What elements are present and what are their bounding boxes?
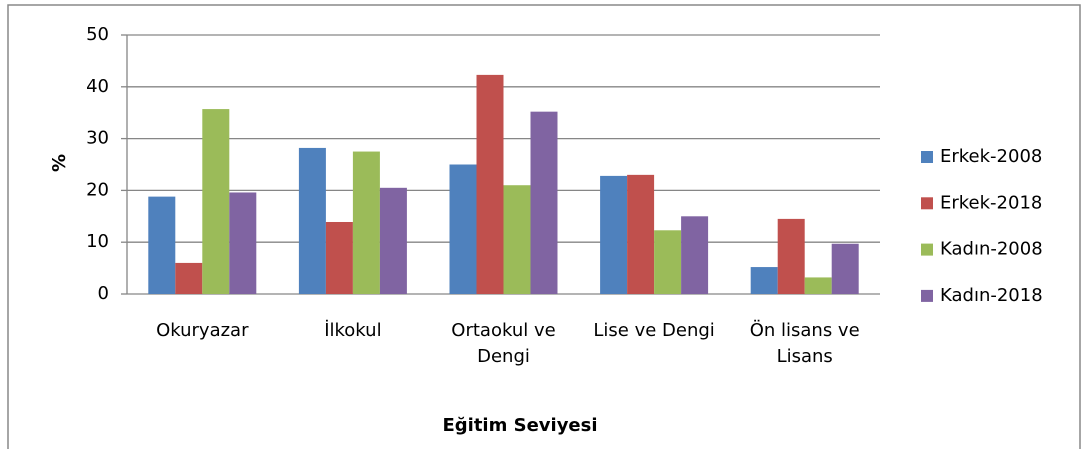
y-tick-label: 40 [86,76,109,97]
bar [202,109,230,294]
bar [229,192,257,294]
y-axis-title: % [49,154,70,172]
legend-label: Erkek-2018 [940,192,1042,213]
legend-label: Kadın-2018 [940,285,1043,306]
x-tick-label: Ön lisans ve Lisans [749,320,860,367]
bar [831,243,859,294]
legend-swatch [921,197,933,210]
bar [600,175,628,294]
bar [352,151,380,294]
y-tick-label: 20 [86,179,109,200]
bar [804,277,832,294]
x-tick-label: Lise ve Dengi [593,320,715,341]
bar [503,185,531,294]
legend-swatch [921,289,933,302]
y-tick-label: 10 [86,231,109,252]
y-tick-label: 0 [98,283,109,304]
bar [530,111,558,294]
bar [750,267,778,294]
y-tick-label: 50 [86,24,109,45]
bar [298,147,326,294]
x-tick-label: Okuryazar [156,320,249,341]
bar [777,218,805,294]
chart-border [7,4,1081,449]
legend-label: Kadın-2008 [940,239,1043,260]
x-tick-label: İlkokul [324,320,382,341]
bar [654,230,682,294]
x-tick-label: Ortaokul ve Dengi [451,320,556,367]
legend-swatch [921,151,933,163]
y-tick-label: 30 [86,128,109,149]
bar [325,221,353,294]
bar [148,196,176,294]
legend-label: Erkek-2008 [940,146,1042,167]
bar [627,174,655,294]
bar [175,262,203,294]
bar [681,216,709,294]
bar [449,164,477,294]
bar [379,187,407,294]
x-axis-title: Eğitim Seviyesi [442,415,597,436]
legend-swatch [921,243,933,256]
bar [476,74,504,294]
